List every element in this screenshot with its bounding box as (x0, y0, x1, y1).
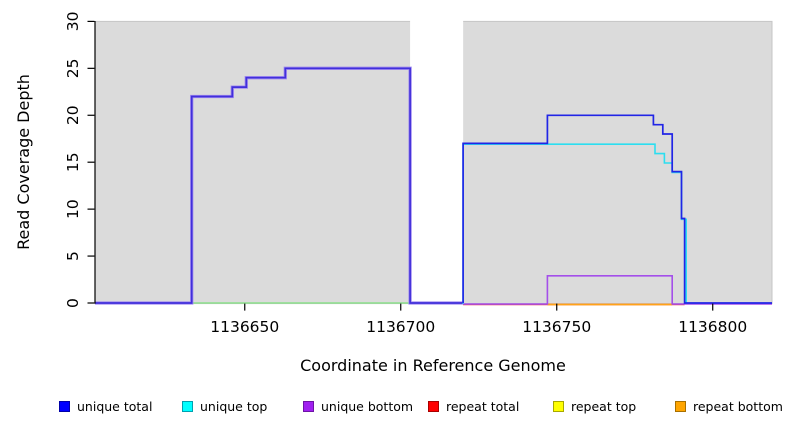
y-tick-label: 30 (64, 12, 82, 32)
legend-item-unique-top: unique top (182, 399, 267, 414)
x-axis-title: Coordinate in Reference Genome (300, 356, 566, 375)
x-tick-label: 1136800 (678, 318, 747, 336)
legend-label: repeat total (446, 399, 520, 414)
series-unique-total-left (95, 67, 464, 304)
legend-item-unique-total: unique total (59, 399, 152, 414)
y-tick-label: 0 (64, 298, 82, 308)
legend-label: unique top (200, 399, 268, 414)
legend-label: unique total (77, 399, 153, 414)
series-unique-total-right (462, 114, 772, 304)
legend-label: repeat top (571, 399, 637, 414)
legend-label: repeat bottom (693, 399, 783, 414)
legend-item-repeat-top: repeat top (553, 399, 636, 414)
y-tick-label: 25 (64, 58, 82, 78)
legend-swatch-repeat-bottom (675, 401, 686, 412)
y-tick-label: 15 (64, 152, 82, 172)
legend-item-repeat-bottom: repeat bottom (675, 399, 783, 414)
legend-swatch-unique-total (59, 401, 70, 412)
y-axis-title: Read Coverage Depth (14, 74, 33, 250)
y-tick-label: 5 (64, 251, 82, 261)
legend-label: unique bottom (321, 399, 414, 414)
legend-swatch-repeat-total (428, 401, 439, 412)
y-tick-label: 20 (64, 105, 82, 125)
legend-swatch-unique-top (182, 401, 193, 412)
legend-swatch-unique-bottom (303, 401, 314, 412)
y-tick-label: 10 (64, 199, 82, 219)
legend-item-unique-bottom: unique bottom (303, 399, 413, 414)
coverage-gap-region (410, 19, 464, 305)
legend-item-repeat-total: repeat total (428, 399, 519, 414)
x-tick-label: 1136700 (366, 318, 435, 336)
x-tick-label: 1136750 (522, 318, 591, 336)
series-unique-bottom (463, 275, 772, 305)
legend-swatch-repeat-top (553, 401, 564, 412)
x-tick-label: 1136650 (210, 318, 279, 336)
